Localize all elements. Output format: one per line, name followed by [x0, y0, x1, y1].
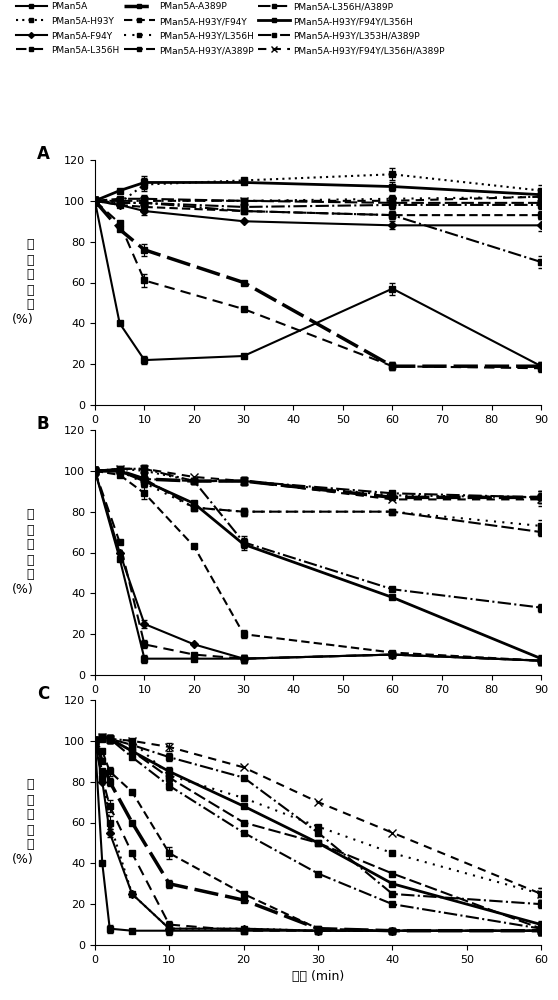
X-axis label: 时间 (min): 时间 (min) — [292, 970, 344, 983]
Y-axis label: 相
对
酶
活
力
(%): 相 对 酶 活 力 (%) — [12, 778, 33, 866]
Y-axis label: 相
对
酶
活
力
(%): 相 对 酶 活 力 (%) — [12, 508, 33, 596]
Legend: PMan5A, PMan5A-H93Y, PMan5A-F94Y, PMan5A-L356H, PMan5A-A389P, PMan5A-H93Y/F94Y, : PMan5A, PMan5A-H93Y, PMan5A-F94Y, PMan5A… — [16, 2, 445, 55]
Text: A: A — [37, 145, 50, 163]
Y-axis label: 相
对
酶
活
力
(%): 相 对 酶 活 力 (%) — [12, 238, 33, 326]
Text: B: B — [37, 415, 50, 433]
X-axis label: 时间 (min): 时间 (min) — [292, 700, 344, 713]
X-axis label: 时间 (min): 时间 (min) — [292, 430, 344, 443]
Text: C: C — [37, 685, 49, 703]
